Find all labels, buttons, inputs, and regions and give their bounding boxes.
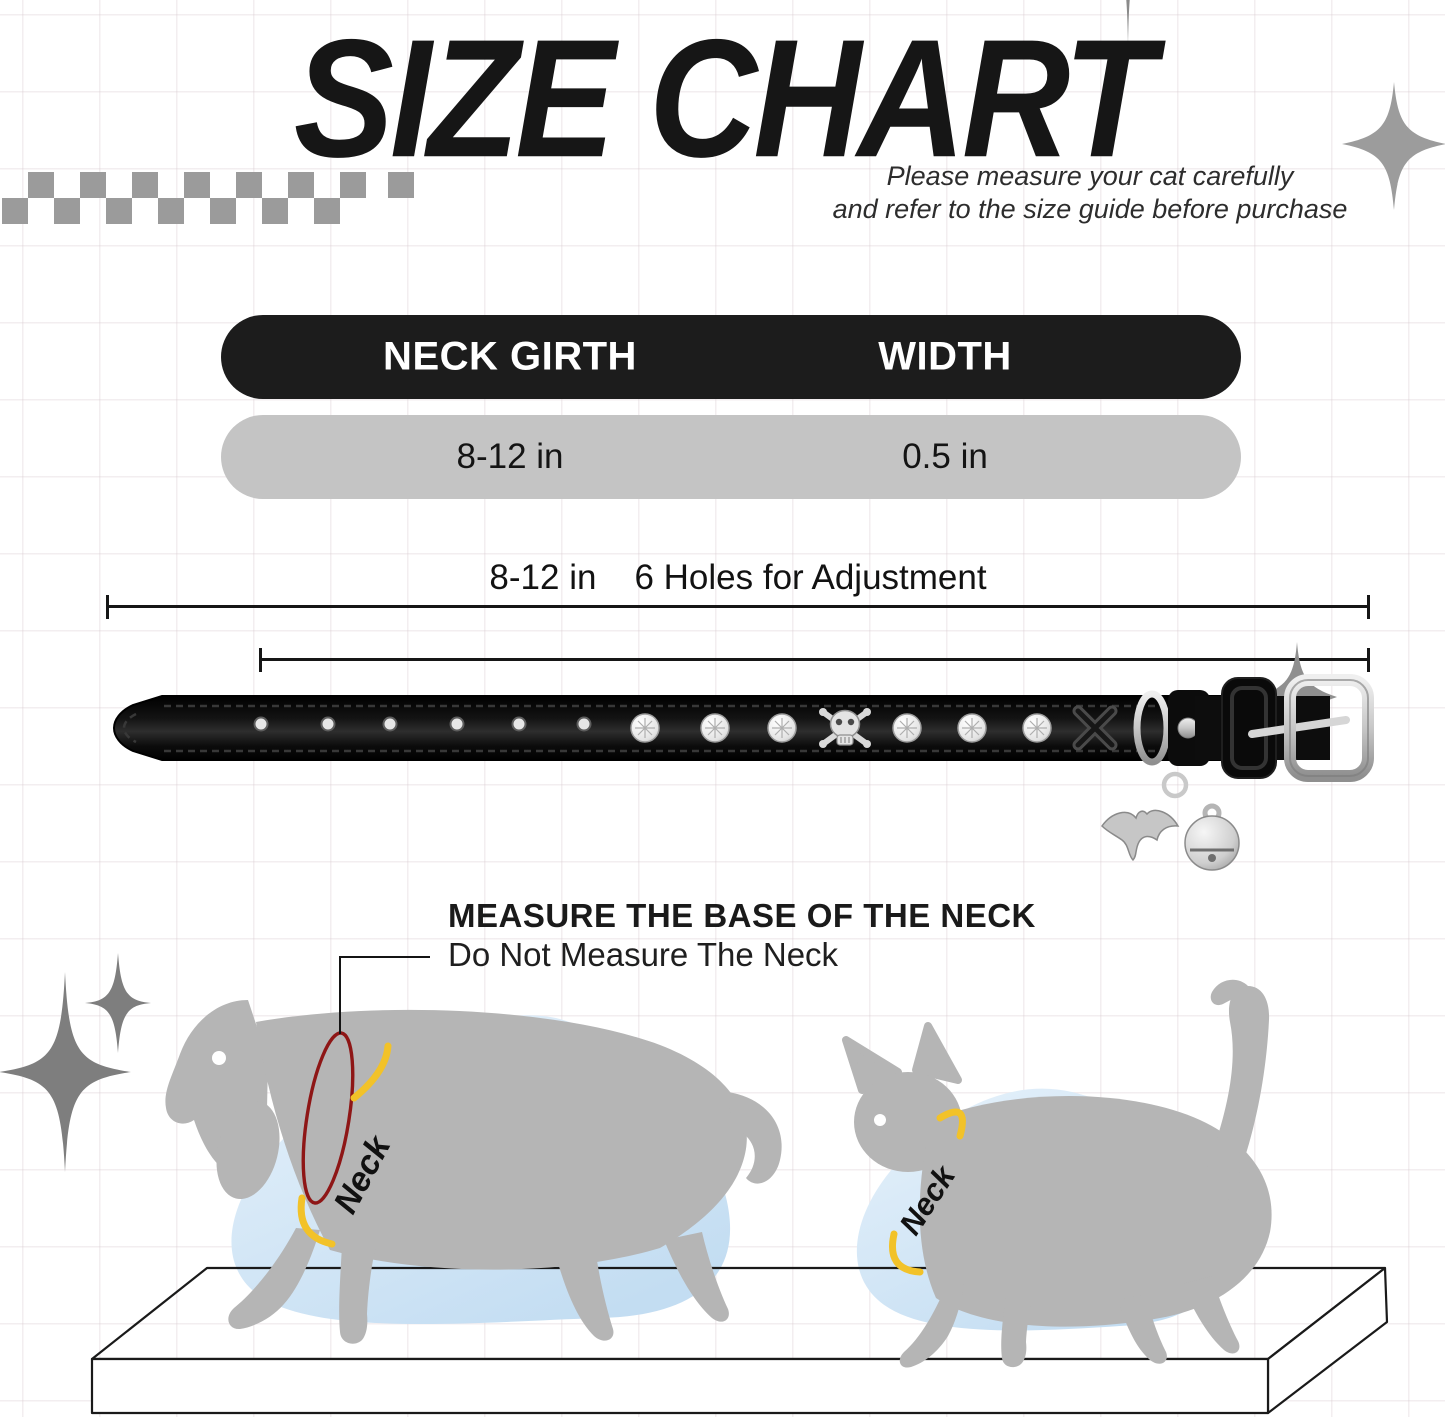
adjustment-holes: 6 Holes for Adjustment	[634, 558, 987, 597]
bat-charm-icon	[1101, 809, 1180, 862]
sparkle-icon	[0, 953, 151, 1172]
neck-measure-arcs	[297, 1042, 966, 1276]
cat-silhouette	[842, 979, 1272, 1368]
measurement-scene: Neck Neck	[0, 953, 1389, 1415]
buckle	[1248, 674, 1374, 782]
collar-position-indicator	[301, 1031, 355, 1205]
rhinestone-facets	[635, 718, 1047, 738]
sparkle-icon	[1342, 82, 1445, 210]
dimension-tick	[259, 648, 262, 672]
x-stud	[1072, 705, 1118, 751]
adjustment-label: 8-12 in 6 Holes for Adjustment	[489, 558, 986, 598]
subtitle-line-1: Please measure your cat carefully	[886, 161, 1294, 191]
dimension-tick	[1367, 595, 1370, 619]
charm-ring	[1161, 771, 1189, 799]
size-table-header: NECK GIRTH WIDTH	[221, 315, 1241, 399]
dimension-tick	[106, 595, 109, 619]
dimension-line-full	[106, 605, 1370, 608]
size-table-row: 8-12 in 0.5 in	[221, 415, 1241, 499]
column-header-width: WIDTH	[878, 334, 1012, 379]
platform	[90, 1266, 1389, 1415]
sparkle-icon	[1126, 0, 1130, 46]
collar-product-image	[112, 642, 1374, 871]
subtitle: Please measure your cat carefully and re…	[760, 160, 1420, 226]
cell-width: 0.5 in	[902, 437, 988, 476]
subtitle-line-2: and refer to the size guide before purch…	[832, 194, 1348, 224]
annotation-connector-line	[339, 956, 430, 1034]
checkerboard-pattern	[2, 172, 366, 224]
adjustment-holes	[253, 716, 592, 732]
measure-subheading: Do Not Measure The Neck	[448, 936, 839, 973]
measure-heading: MEASURE THE BASE OF THE NECK	[448, 897, 1036, 934]
checkerboard-square	[388, 172, 414, 198]
d-ring	[1133, 690, 1171, 766]
dimension-line-adjustable	[259, 658, 1370, 661]
collar-strap	[112, 695, 1256, 761]
skull-crossbones-charm-icon	[819, 708, 871, 748]
dimension-tick	[1367, 648, 1370, 672]
adjustment-range: 8-12 in	[489, 558, 597, 597]
cell-neck-girth: 8-12 in	[456, 437, 564, 476]
page-title: SIZE CHART	[293, 3, 1155, 193]
bell-charm-icon	[1184, 803, 1240, 871]
column-header-neck-girth: NECK GIRTH	[383, 334, 637, 379]
